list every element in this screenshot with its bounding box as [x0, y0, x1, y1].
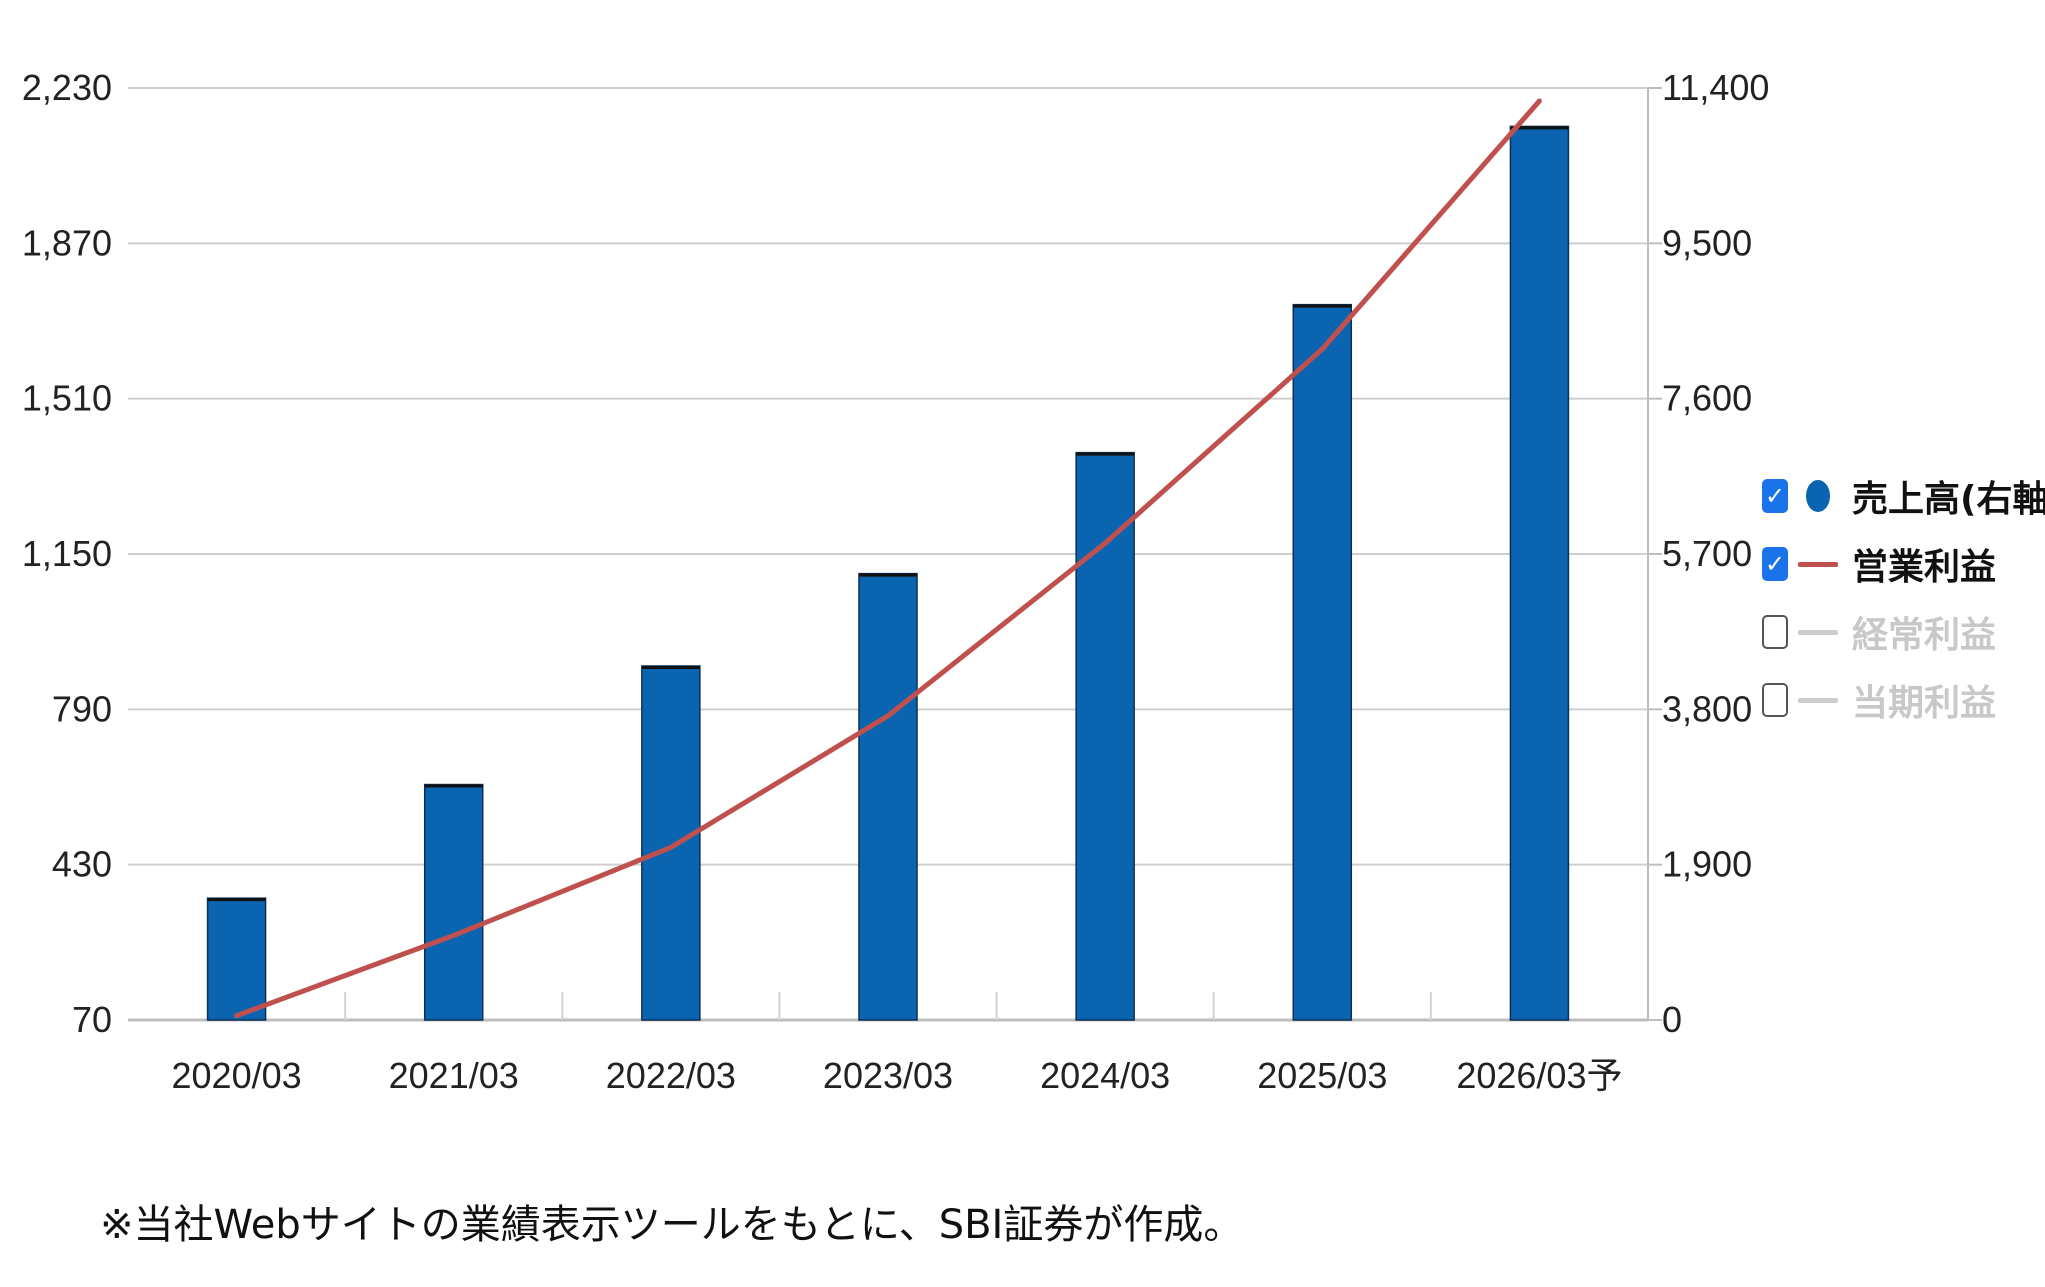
line-marker-icon	[1798, 680, 1838, 720]
right-axis-tick-label: 9,500	[1662, 222, 1752, 263]
x-axis-tick-label: 2026/03予	[1456, 1055, 1622, 1096]
right-axis-tick-label: 7,600	[1662, 378, 1752, 419]
right-axis-tick-label: 11,400	[1662, 67, 1769, 108]
legend-item-sales[interactable]: ✓ 売上高(右軸)	[1762, 462, 2045, 530]
bar	[1292, 303, 1353, 1021]
legend-label-net-profit: 当期利益	[1852, 683, 1997, 724]
right-axis-tick-label: 0	[1662, 999, 1682, 1040]
left-axis-tick-label: 430	[52, 844, 112, 885]
left-axis-tick-label: 1,870	[22, 222, 112, 263]
left-axis-tick-label: 1,150	[22, 533, 112, 574]
legend-label-sales: 売上高(右軸)	[1852, 479, 2045, 520]
line-marker-icon	[1798, 612, 1838, 652]
footnote: ※当社Webサイトの業績表示ツールをもとに、SBI証券が作成。	[100, 1202, 1244, 1248]
legend: ✓ 売上高(右軸) ✓ 営業利益 経常利益 当期利益	[1762, 462, 2045, 734]
check-icon: ✓	[1764, 482, 1786, 510]
left-axis-tick-label: 1,510	[22, 378, 112, 419]
legend-label-operating-profit: 営業利益	[1852, 547, 1997, 588]
legend-checkbox-operating-profit[interactable]: ✓	[1762, 547, 1788, 581]
bar	[423, 783, 484, 1021]
x-axis-tick-label: 2023/03	[823, 1055, 953, 1096]
x-axis-tick-label: 2021/03	[389, 1055, 519, 1096]
line-series-operating-profit	[234, 98, 1542, 1019]
bar	[858, 572, 918, 1021]
bar	[1075, 451, 1135, 1021]
bar	[1509, 125, 1570, 1021]
legend-checkbox-ordinary-profit[interactable]	[1762, 615, 1788, 649]
left-axis-tick-label: 790	[52, 688, 112, 729]
left-axis-tick-label: 70	[72, 999, 112, 1040]
line-marker-icon	[1798, 544, 1838, 584]
left-axis-tick-label: 2,230	[22, 67, 112, 108]
legend-label-ordinary-profit: 経常利益	[1852, 615, 1997, 656]
legend-checkbox-sales[interactable]: ✓	[1762, 479, 1788, 513]
bar	[206, 897, 267, 1021]
circle-marker-icon	[1798, 476, 1838, 516]
check-icon: ✓	[1764, 550, 1786, 578]
x-axis-tick-label: 2022/03	[606, 1055, 736, 1096]
x-axis-tick-label: 2020/03	[172, 1055, 302, 1096]
legend-item-operating-profit[interactable]: ✓ 営業利益	[1762, 530, 2042, 598]
right-axis-tick-label: 1,900	[1662, 844, 1752, 885]
right-axis-tick-label: 5,700	[1662, 533, 1752, 574]
right-axis-tick-label: 3,800	[1662, 688, 1752, 729]
legend-checkbox-net-profit[interactable]	[1762, 683, 1788, 717]
legend-item-net-profit[interactable]: 当期利益	[1762, 666, 2042, 734]
bar	[641, 665, 701, 1021]
x-axis-tick-label: 2024/03	[1040, 1055, 1170, 1096]
legend-item-ordinary-profit[interactable]: 経常利益	[1762, 598, 2042, 666]
x-axis-tick-label: 2025/03	[1257, 1055, 1387, 1096]
